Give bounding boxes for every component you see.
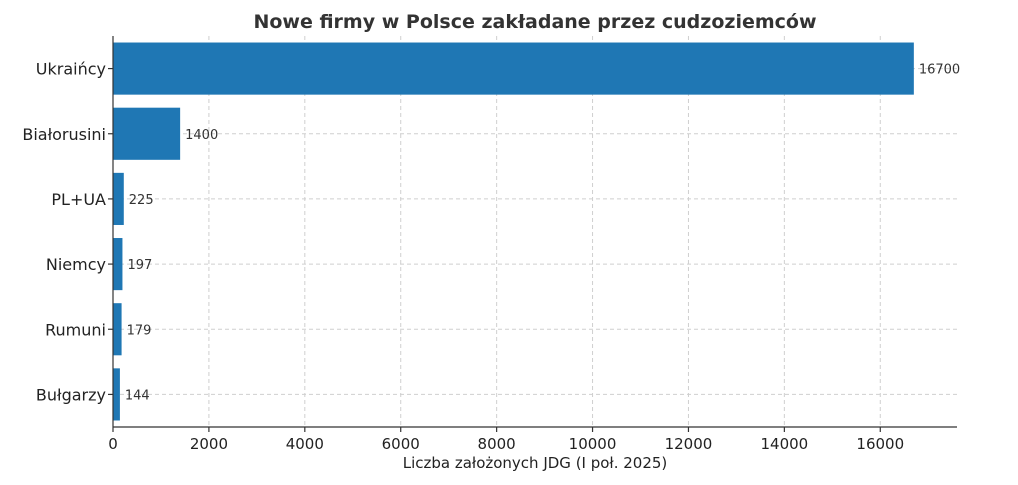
bar [113,303,122,356]
category-label: Ukraińcy [36,60,106,79]
bar [113,172,124,225]
category-label: Bułgarzy [36,385,106,404]
x-tick-label: 12000 [665,435,713,453]
bars [113,42,914,421]
bar [113,107,181,160]
x-tick-label: 10000 [569,435,617,453]
x-tick-label: 0 [108,435,118,453]
data-label: 197 [127,258,152,273]
chart-title: Nowe firmy w Polsce zakładane przez cudz… [253,11,816,33]
x-tick-labels: 0 2000 4000 6000 8000 10000 12000 14000 16000 [108,427,904,453]
x-tick-label: 16000 [856,435,904,453]
data-labels: 16700 1400 225 197 179 144 [125,63,960,404]
x-axis-label: Liczba założonych JDG (I poł. 2025) [403,454,668,472]
bar [113,238,123,291]
x-tick-label: 6000 [382,435,420,453]
x-tick-label: 2000 [190,435,228,453]
category-label: Rumuni [45,320,106,339]
data-label: 225 [129,193,154,208]
data-label: 144 [125,388,150,403]
x-tick-label: 8000 [478,435,516,453]
bar [113,368,120,421]
x-tick-label: 4000 [286,435,324,453]
data-label: 16700 [919,63,960,78]
category-label: PL+UA [51,190,106,209]
bar [113,42,914,95]
data-label: 179 [127,323,152,338]
category-label: Białorusini [22,125,106,144]
category-labels: Ukraińcy Białorusini PL+UA Niemcy Rumuni Bułg… [22,60,113,404]
x-tick-label: 14000 [761,435,809,453]
category-label: Niemcy [46,255,106,274]
data-label: 1400 [185,128,218,143]
